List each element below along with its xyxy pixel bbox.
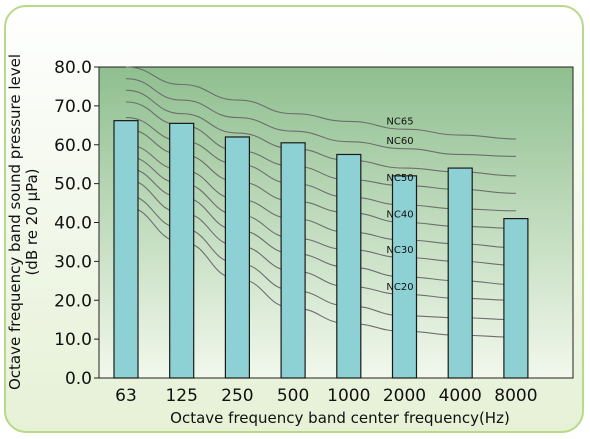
y-axis-title-line1: Octave frequency band sound pressure lev… — [6, 54, 24, 390]
x-axis-title: Octave frequency band center frequency(H… — [170, 409, 510, 427]
bar-500 — [280, 142, 306, 379]
nc-label-nc65: NC65 — [386, 117, 413, 128]
nc-label-nc50: NC50 — [386, 173, 413, 184]
x-tick-label: 250 — [221, 386, 253, 406]
x-tick-label: 2000 — [383, 386, 426, 406]
nc-label-nc40: NC40 — [386, 210, 413, 221]
nc-curve-nc60 — [125, 78, 516, 157]
y-ticks: 0.0 10.0 20.0 30.0 40.0 50.0 60.0 70.0 80.0 — [54, 58, 99, 389]
x-tick-label: 8000 — [494, 386, 537, 406]
y-axis-title-line2: (dB re 20 μPa) — [23, 168, 41, 275]
nc-label-nc30: NC30 — [386, 245, 413, 256]
x-tick-label: 4000 — [439, 386, 482, 406]
nc-label-nc60: NC60 — [386, 136, 413, 147]
bar-8000 — [503, 218, 529, 379]
y-tick-label: 0.0 — [65, 369, 92, 389]
y-tick-label: 70.0 — [54, 97, 92, 117]
y-tick-label: 10.0 — [54, 330, 92, 350]
nc-label-nc20: NC20 — [386, 282, 413, 293]
y-axis-title-line1-group: Octave frequency band sound pressure lev… — [6, 54, 24, 390]
bar-2000 — [391, 175, 418, 379]
bar-63 — [113, 120, 139, 379]
x-ticks: 63 125 250 500 1000 2000 4000 8000 — [115, 386, 537, 406]
y-tick-label: 60.0 — [54, 136, 92, 156]
x-tick-label: 63 — [115, 386, 137, 406]
y-tick-label: 20.0 — [54, 291, 92, 311]
bar-4000 — [447, 167, 473, 379]
x-tick-label: 1000 — [327, 386, 370, 406]
bar-250 — [224, 136, 250, 379]
nc-curve-labels: NC65 NC60 NC50 NC40 NC30 NC20 — [386, 117, 413, 293]
bar-125 — [169, 122, 195, 379]
x-tick-label: 125 — [165, 386, 197, 406]
y-tick-label: 50.0 — [54, 175, 92, 195]
y-tick-label: 40.0 — [54, 214, 92, 234]
y-tick-label: 30.0 — [54, 252, 92, 272]
bars — [113, 120, 529, 379]
x-tick-label: 500 — [277, 386, 309, 406]
y-axis-title-line2-group: (dB re 20 μPa) — [23, 168, 41, 275]
bar-1000 — [336, 153, 362, 379]
y-tick-label: 80.0 — [54, 58, 92, 78]
nc-curve-nc65 — [125, 66, 516, 140]
